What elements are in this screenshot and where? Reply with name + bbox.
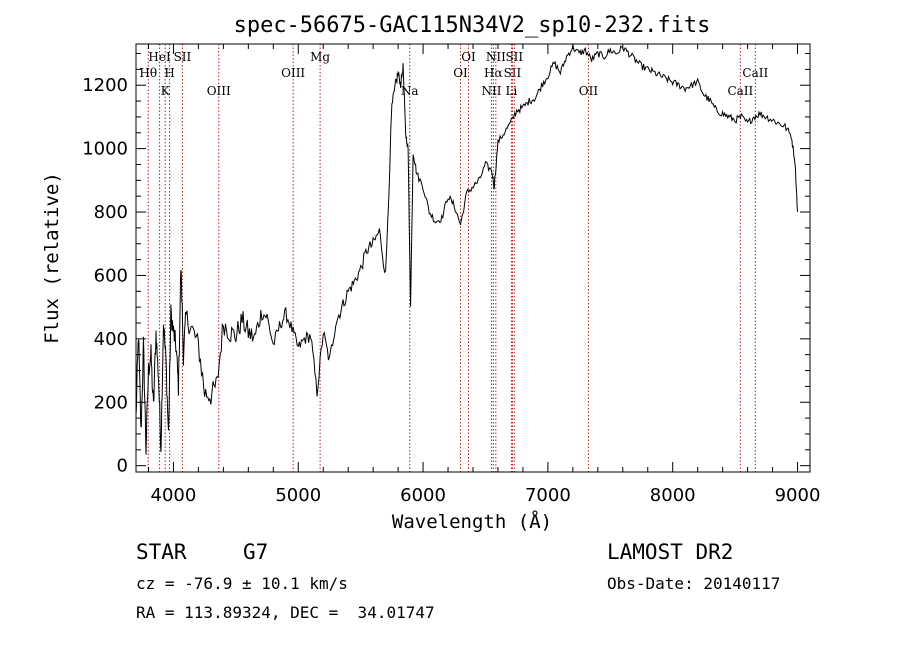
y-tick-label: 1000 <box>82 139 128 160</box>
spectral-line-label: Mg <box>310 50 330 64</box>
spectral-line-label: OIII <box>281 66 305 80</box>
x-tick-label: 5000 <box>275 485 321 506</box>
spectral-line-label: Hθ <box>139 66 157 80</box>
spectral-line-label: K <box>161 84 171 98</box>
spectral-line-label: Na <box>401 84 419 98</box>
spectral-line-label: CaII <box>727 84 753 98</box>
spectral-line-label: OII <box>579 84 599 98</box>
y-tick-label: 400 <box>94 329 128 350</box>
spectral-line-label: H <box>164 66 174 80</box>
spectral-line-label: SII <box>174 50 192 64</box>
spectral-line-label: Li <box>506 84 518 98</box>
survey-name: LAMOST DR2 <box>607 540 734 564</box>
spectral-lines-layer: HθHeIKHSIIOIIIOIIIMgNaOIOINIIHαNIILiSIIS… <box>139 44 768 472</box>
y-axis-label: Flux (relative) <box>41 172 63 344</box>
x-tick-label: 9000 <box>775 485 821 506</box>
x-tick-label: 6000 <box>400 485 446 506</box>
x-axis-ticks: 4000 5000 6000 7000 8000 9000 <box>147 44 821 506</box>
series-layer <box>135 44 798 455</box>
spectral-line-label: OI <box>453 66 468 80</box>
x-tick-label: 8000 <box>650 485 696 506</box>
y-tick-label: 200 <box>94 392 128 413</box>
x-axis-label: Wavelength (Å) <box>392 510 552 533</box>
plot-frame <box>135 43 811 473</box>
spectral-line-label: SII <box>505 50 523 64</box>
coordinates: RA = 113.89324, DEC = 34.01747 <box>136 603 435 622</box>
y-axis-ticks: 0 200 400 600 800 1000 1200 <box>82 53 810 477</box>
subclass: G7 <box>243 540 269 564</box>
y-tick-label: 600 <box>94 265 128 286</box>
spectral-line-label: SII <box>504 66 522 80</box>
x-tick-label: 4000 <box>151 485 197 506</box>
spectral-line-label: HeI <box>148 50 171 64</box>
spectral-line-label: OIII <box>207 84 231 98</box>
spectral-line-label: NII <box>486 50 506 64</box>
spectral-line-label: CaII <box>742 66 768 80</box>
chart-title: spec-56675-GAC115N34V2_sp10-232.fits <box>234 13 711 38</box>
spectrum-series-0 <box>135 44 798 455</box>
y-tick-label: 1200 <box>82 75 128 96</box>
object-class: STAR <box>136 540 187 564</box>
x-tick-label: 7000 <box>525 485 571 506</box>
spectral-line-label: NII <box>481 84 501 98</box>
y-tick-label: 0 <box>117 456 128 477</box>
y-tick-label: 800 <box>94 202 128 223</box>
obs-date: Obs-Date: 20140117 <box>607 574 781 593</box>
spectral-line-label: Hα <box>484 66 503 80</box>
velocity: cz = -76.9 ± 10.1 km/s <box>136 574 348 593</box>
spectral-line-label: OI <box>461 50 476 64</box>
